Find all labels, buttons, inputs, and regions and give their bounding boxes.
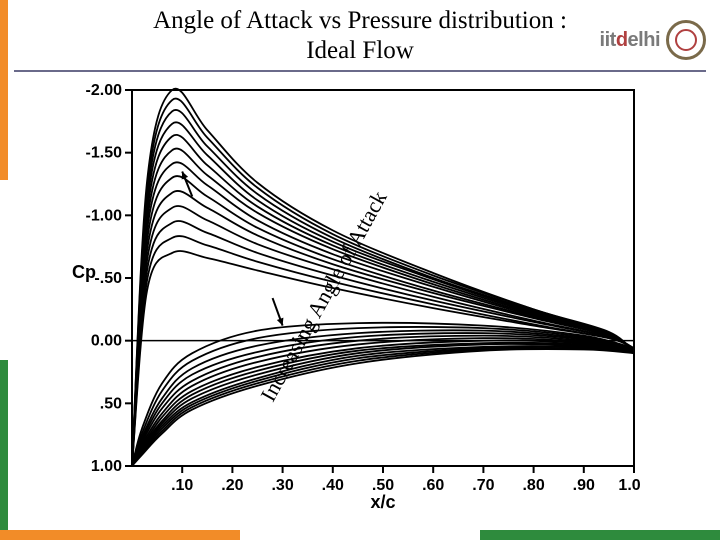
- svg-text:0.00: 0.00: [91, 333, 122, 350]
- footer-bar-saffron: [0, 530, 240, 540]
- footer-bar-white: [240, 530, 480, 540]
- svg-text:-1.50: -1.50: [86, 145, 123, 162]
- iit-seal-inner-icon: [675, 29, 697, 51]
- flag-bar-white: [0, 180, 8, 360]
- svg-text:.20: .20: [221, 477, 243, 494]
- iit-seal-icon: [666, 20, 706, 60]
- svg-text:.90: .90: [573, 477, 595, 494]
- svg-text:1.00: 1.00: [618, 477, 640, 494]
- svg-text:-1.00: -1.00: [86, 207, 123, 224]
- cp-chart-svg: -2.00 -1.50 -1.00 -.50 0.00 .50 1.00 .10 .20 .30.…: [70, 82, 640, 512]
- cp-chart: -2.00 -1.50 -1.00 -.50 0.00 .50 1.00 .10 .20 .30.…: [70, 82, 640, 512]
- svg-text:.60: .60: [422, 477, 444, 494]
- svg-text:.50: .50: [100, 395, 122, 412]
- iit-prefix: iit: [600, 29, 616, 51]
- flag-bar-green: [0, 360, 8, 540]
- svg-text:-2.00: -2.00: [86, 82, 123, 99]
- svg-text:.30: .30: [271, 477, 293, 494]
- iit-logo-text: iitdelhi: [600, 29, 660, 52]
- svg-text:-.50: -.50: [94, 270, 122, 287]
- iit-suffix: elhi: [628, 29, 660, 51]
- iit-letter-d: d: [616, 29, 628, 51]
- title-underline: [14, 70, 706, 72]
- svg-text:.70: .70: [472, 477, 494, 494]
- svg-text:1.00: 1.00: [91, 458, 122, 475]
- iit-delhi-logo: iitdelhi: [600, 20, 706, 60]
- svg-text:.10: .10: [171, 477, 193, 494]
- svg-text:x/c: x/c: [370, 492, 395, 512]
- footer-bar-green: [480, 530, 720, 540]
- svg-text:.40: .40: [322, 477, 344, 494]
- svg-text:.80: .80: [522, 477, 544, 494]
- svg-text:Cp: Cp: [72, 262, 96, 282]
